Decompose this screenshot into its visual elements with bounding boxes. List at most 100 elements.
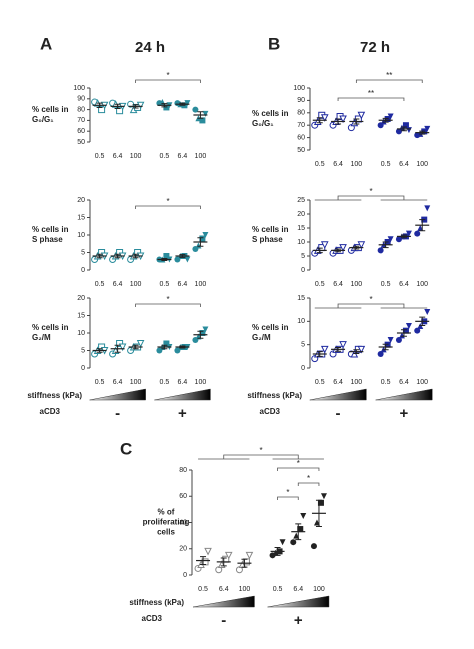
data-point [405, 230, 412, 237]
error-bar [335, 248, 342, 253]
y-tick-label: 60 [77, 128, 85, 135]
data-point [357, 111, 366, 120]
x-tick-label: 0.5 [160, 379, 170, 386]
y-axis-label: S phase [252, 235, 283, 244]
data-point [320, 241, 329, 249]
panel-letter: B [268, 34, 280, 53]
x-tick-label: 0.5 [381, 379, 391, 386]
data-point [424, 205, 431, 212]
x-tick-label: 100 [351, 281, 363, 288]
y-tick-label: 80 [179, 467, 187, 474]
data-point [245, 551, 254, 560]
significance-bracket [337, 97, 405, 101]
data-point [202, 232, 209, 238]
error-bar [96, 348, 103, 353]
group-name: - [115, 405, 120, 422]
x-tick-label: 6.4 [113, 379, 123, 386]
y-axis-label: S phase [32, 235, 63, 244]
group-name: + [178, 405, 187, 422]
data-point [310, 543, 317, 550]
x-tick-label: 0.5 [95, 153, 105, 160]
data-point [202, 110, 209, 117]
data-point [357, 241, 366, 249]
error-bar [335, 118, 342, 125]
y-tick-label: 50 [77, 139, 85, 146]
error-bar [353, 349, 360, 355]
x-tick-label: 6.4 [399, 379, 409, 386]
data-point [199, 117, 206, 124]
y-tick-label: 100 [73, 85, 85, 92]
y-tick-label: 10 [77, 330, 85, 337]
significance-bracket [277, 496, 299, 500]
x-tick-label: 0.5 [381, 281, 391, 288]
x-axis-label: stiffness (kPa) [247, 391, 302, 400]
significance-bracket [314, 303, 428, 309]
significance-label: * [369, 295, 372, 304]
y-axis-label: % cells in [252, 225, 289, 234]
y-axis-label: % of [158, 508, 175, 517]
y-tick-label: 5 [301, 253, 305, 260]
data-point [98, 106, 106, 114]
x-axis-label: stiffness (kPa) [27, 391, 82, 400]
error-bar [382, 117, 389, 123]
data-point [163, 340, 170, 347]
y-axis-label: % cells in [252, 323, 289, 332]
y-tick-label: 90 [297, 97, 305, 104]
panel-letter: A [40, 34, 52, 53]
group-name: + [400, 405, 409, 422]
data-point [320, 493, 327, 500]
data-point [224, 551, 233, 560]
stiffness-gradient [375, 388, 433, 401]
significance-label: ** [368, 89, 374, 98]
data-point [136, 101, 145, 110]
x-tick-label: 100 [416, 161, 428, 168]
error-bar [419, 130, 426, 135]
error-bar [419, 219, 426, 232]
x-tick-label: 6.4 [399, 161, 409, 168]
y-axis-label: % cells in [32, 105, 69, 114]
y-axis-label: G₀/G₁ [32, 115, 54, 124]
error-bar [335, 346, 342, 352]
group-name: - [221, 612, 226, 629]
error-bar [96, 102, 103, 108]
y-tick-label: 10 [297, 318, 305, 325]
y-tick-label: 10 [297, 239, 305, 246]
error-bar [382, 241, 389, 249]
error-bar [197, 330, 204, 339]
y-tick-label: 10 [77, 232, 85, 239]
significance-bracket [314, 195, 428, 201]
x-tick-label: 100 [195, 153, 207, 160]
data-point [377, 247, 384, 254]
data-point [387, 236, 394, 243]
x-tick-label: 100 [195, 379, 207, 386]
significance-bracket [198, 454, 324, 460]
significance-bracket [135, 205, 201, 209]
y-tick-label: 70 [297, 122, 305, 129]
data-point [387, 337, 394, 343]
x-tick-label: 0.5 [273, 586, 283, 593]
y-tick-label: 40 [179, 519, 187, 526]
x-tick-label: 6.4 [399, 281, 409, 288]
error-bar [161, 344, 168, 350]
stiffness-gradient [154, 388, 211, 401]
x-tick-label: 6.4 [178, 153, 188, 160]
significance-label: * [286, 488, 289, 497]
y-axis-label: G₂/M [32, 333, 51, 342]
x-tick-label: 0.5 [160, 153, 170, 160]
y-tick-label: 80 [77, 106, 85, 113]
y-tick-label: 0 [183, 572, 187, 579]
significance-label: * [166, 197, 169, 206]
data-point [405, 127, 412, 134]
y-tick-label: 80 [297, 110, 305, 117]
data-point [297, 526, 304, 533]
significance-bracket [135, 79, 201, 83]
error-bar [315, 499, 322, 527]
data-point [424, 125, 431, 132]
x-tick-label: 6.4 [178, 281, 188, 288]
data-point [279, 539, 286, 546]
y-tick-label: 20 [297, 211, 305, 218]
x-tick-label: 6.4 [219, 586, 229, 593]
data-point [339, 115, 347, 124]
data-point [136, 340, 145, 348]
